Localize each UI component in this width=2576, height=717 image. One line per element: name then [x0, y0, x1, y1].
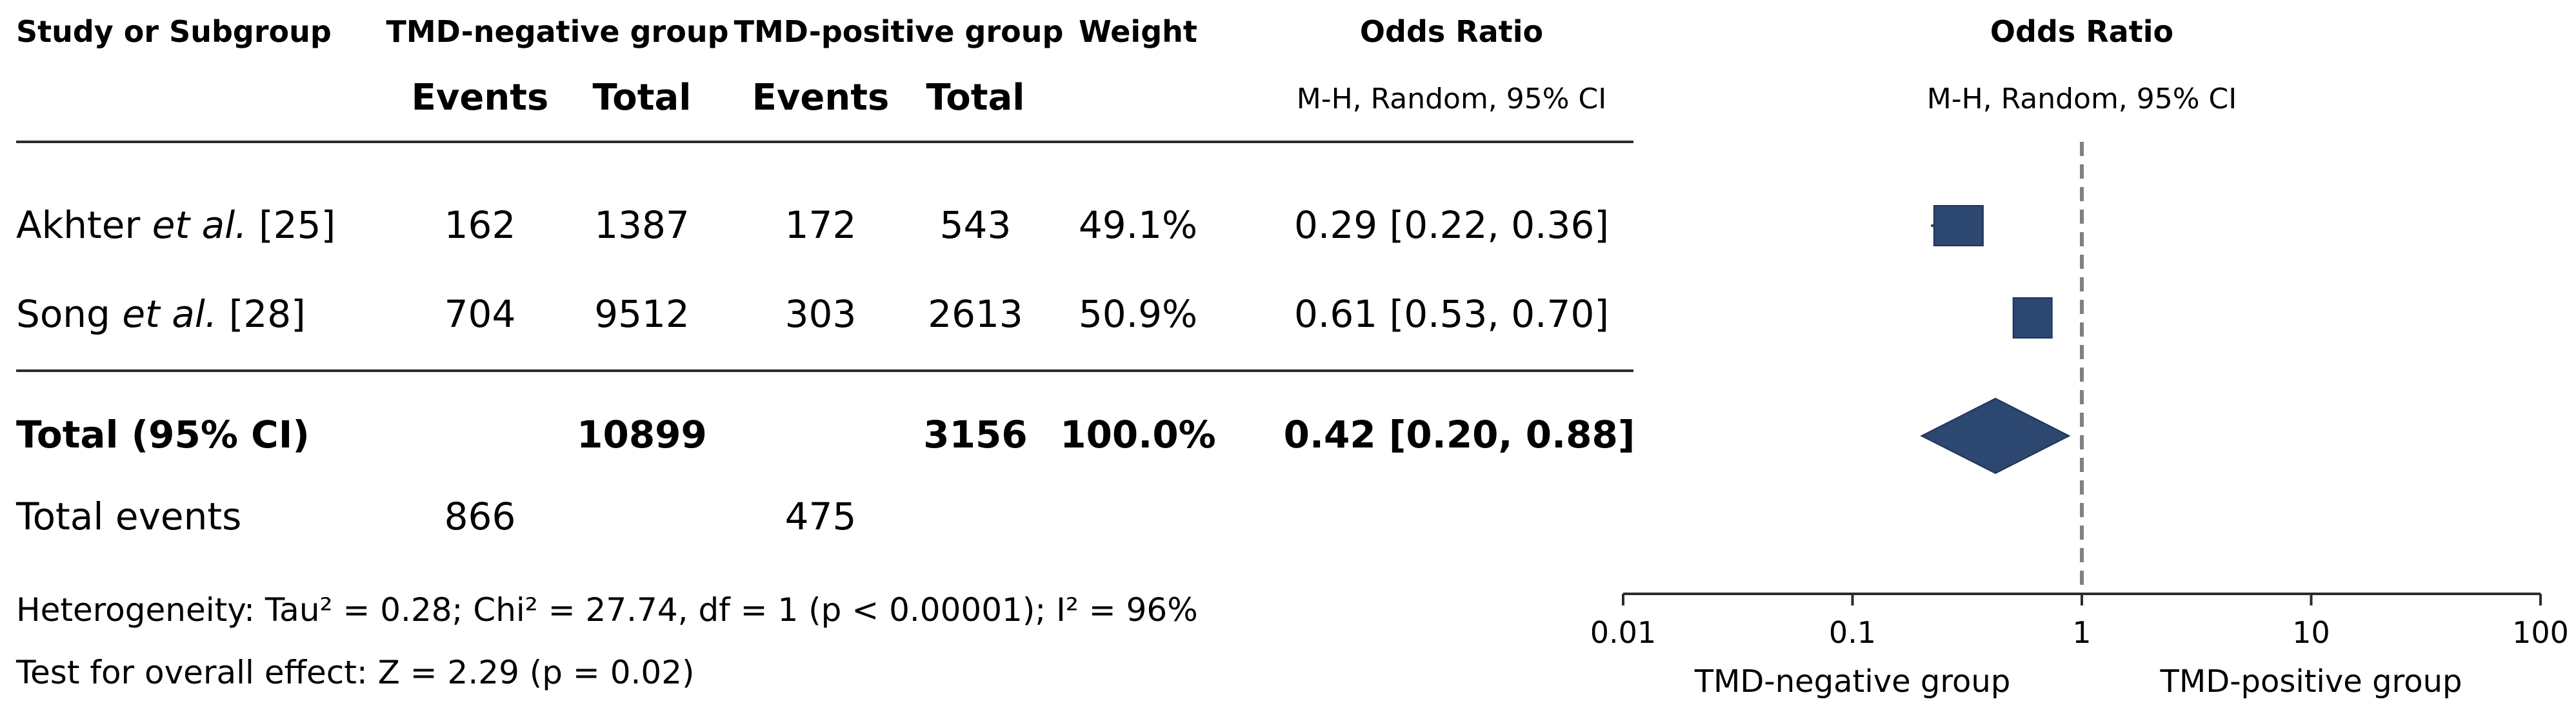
total-or-text: 0.42 [0.20, 0.88]	[1283, 413, 1635, 457]
study-or-text: 0.61 [0.53, 0.70]	[1294, 292, 1609, 336]
study-a-total: 1387	[594, 203, 690, 247]
subheader-method-table: M-H, Random, 95% CI	[1296, 83, 1607, 115]
header-rule	[16, 141, 1633, 143]
subheader-b-total: Total	[926, 77, 1025, 119]
favours-left-label: TMD-negative group	[1694, 663, 2011, 700]
study-marker	[2012, 297, 2053, 339]
chart-subtitle: M-H, Random, 95% CI	[1926, 83, 2237, 115]
total-label: Total (95% CI)	[16, 413, 310, 457]
overall-effect-text: Test for overall effect: Z = 2.29 (p = 0…	[16, 654, 695, 691]
header-odds-ratio-table: Odds Ratio	[1359, 14, 1544, 49]
header-group-a: TMD-negative group	[386, 14, 729, 49]
pooled-diamond	[1920, 397, 2071, 475]
study-name: Song et al. [28]	[16, 292, 306, 336]
subheader-b-events: Events	[752, 77, 890, 119]
subheader-a-events: Events	[411, 77, 549, 119]
header-study: Study or Subgroup	[16, 14, 332, 49]
x-tick-label: 10	[2292, 615, 2330, 650]
x-tick-label: 0.1	[1829, 615, 1876, 650]
events-label: Total events	[16, 495, 242, 538]
favours-right-label: TMD-positive group	[2160, 663, 2462, 700]
study-weight: 50.9%	[1078, 292, 1198, 336]
study-marker	[1933, 205, 1984, 246]
subheader-a-total: Total	[592, 77, 692, 119]
study-a-total: 9512	[594, 292, 690, 336]
heterogeneity-text: Heterogeneity: Tau² = 0.28; Chi² = 27.74…	[16, 591, 1198, 629]
x-tick-label: 0.01	[1590, 615, 1656, 650]
study-a-events: 704	[444, 292, 516, 336]
study-b-events: 303	[784, 292, 857, 336]
events-a: 866	[444, 495, 516, 538]
header-weight: Weight	[1079, 14, 1197, 49]
total-weight: 100.0%	[1060, 413, 1216, 457]
x-tick-label: 1	[2072, 615, 2091, 650]
header-group-b: TMD-positive group	[734, 14, 1064, 49]
events-b: 475	[784, 495, 857, 538]
study-a-events: 162	[444, 203, 516, 247]
study-b-total: 2613	[928, 292, 1023, 336]
total-rule	[16, 369, 1633, 372]
chart-title: Odds Ratio	[1990, 14, 2174, 49]
x-tick-label: 100	[2512, 615, 2569, 650]
study-weight: 49.1%	[1078, 203, 1198, 247]
study-b-total: 543	[939, 203, 1012, 247]
study-b-events: 172	[784, 203, 857, 247]
total-a-total: 10899	[577, 413, 707, 457]
study-or-text: 0.29 [0.22, 0.36]	[1294, 203, 1609, 247]
study-name: Akhter et al. [25]	[16, 203, 336, 247]
total-b-total: 3156	[923, 413, 1028, 457]
